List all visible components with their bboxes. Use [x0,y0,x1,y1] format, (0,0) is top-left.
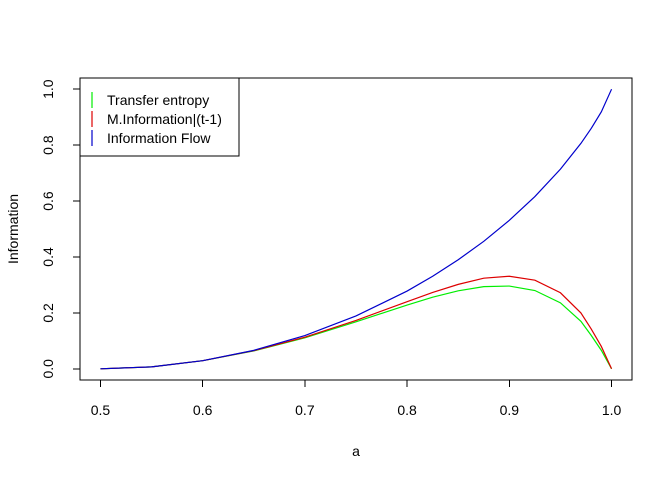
series-line-0 [100,285,613,370]
y-tick-label-3: 0.6 [40,191,56,211]
x-tick-label-5: 1.0 [602,402,622,418]
y-tick-label-0: 0.0 [40,359,56,379]
x-tick-label-0: 0.5 [91,402,111,418]
legend-label-information-flow: Information Flow [107,130,211,146]
x-tick-label-1: 0.6 [193,402,213,418]
series-layer [100,88,613,370]
y-tick-label-4: 0.8 [40,135,56,155]
y-tick-label-5: 1.0 [40,79,56,99]
x-tick-label-3: 0.8 [397,402,417,418]
series-line-2 [100,88,613,370]
y-tick-label-1: 0.2 [40,303,56,323]
legend-label-transfer-entropy: Transfer entropy [107,92,209,108]
legend-label-m-information: M.Information|(t-1) [107,111,222,127]
x-axis: 0.5 0.6 0.7 0.8 0.9 1.0 [91,379,622,418]
x-tick-label-2: 0.7 [295,402,315,418]
y-axis-label: Information [5,194,21,264]
x-axis-label: a [352,443,360,459]
y-tick-label-2: 0.4 [40,247,56,267]
y-axis: 0.0 0.2 0.4 0.6 0.8 1.0 [40,79,81,379]
legend-box [79,77,240,157]
legend: Transfer entropy M.Information|(t-1) Inf… [79,77,240,157]
x-tick-label-4: 0.9 [500,402,520,418]
